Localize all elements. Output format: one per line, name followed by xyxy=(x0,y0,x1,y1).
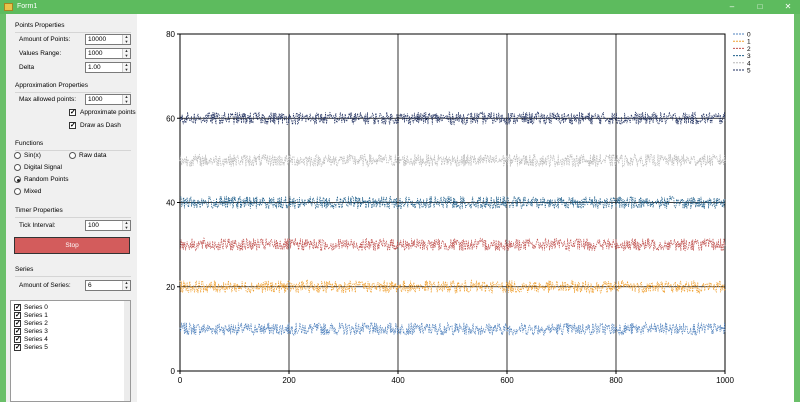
spinner[interactable]: ▲ ▼ xyxy=(122,34,130,44)
tick-interval-label: Tick Interval: xyxy=(19,222,56,229)
radio-mixed[interactable] xyxy=(14,188,21,195)
list-scrollbar[interactable] xyxy=(124,301,130,401)
radio-sin-label: Sin(x) xyxy=(24,152,41,159)
series-label: Series 5 xyxy=(24,344,48,351)
series-label: Series 4 xyxy=(24,336,48,343)
series-0-line xyxy=(179,321,726,337)
divider xyxy=(15,217,131,218)
y-tick-label: 80 xyxy=(166,30,175,39)
y-tick-label: 60 xyxy=(166,114,175,123)
series-checkbox[interactable]: ✓ xyxy=(14,336,21,343)
series-label: Series 1 xyxy=(24,312,48,319)
series-label: Series 0 xyxy=(24,304,48,311)
spinner[interactable]: ▲ ▼ xyxy=(122,220,130,230)
y-tick-label: 20 xyxy=(166,283,175,292)
amount-points-label: Amount of Points: xyxy=(19,36,71,43)
x-tick-label: 0 xyxy=(178,376,183,385)
functions-title: Functions xyxy=(15,140,44,147)
series-checkbox[interactable]: ✓ xyxy=(14,344,21,351)
series-checkbox[interactable]: ✓ xyxy=(14,304,21,311)
radio-digital-signal[interactable] xyxy=(14,164,21,171)
x-tick-label: 600 xyxy=(500,376,514,385)
y-tick-label: 40 xyxy=(166,199,175,208)
series-label: Series 3 xyxy=(24,328,48,335)
x-tick-label: 200 xyxy=(282,376,296,385)
series-label: Series 2 xyxy=(24,320,48,327)
legend-label: 0 xyxy=(747,32,751,39)
delta-value: 1.00 xyxy=(88,64,101,71)
x-tick-label: 400 xyxy=(391,376,405,385)
spinner[interactable]: ▲ ▼ xyxy=(122,94,130,104)
x-tick-label: 800 xyxy=(609,376,623,385)
tick-interval-value: 100 xyxy=(88,222,99,229)
radio-digital-signal-label: Digital Signal xyxy=(24,164,62,171)
series-checkbox[interactable]: ✓ xyxy=(14,320,21,327)
series-2-line xyxy=(179,236,726,252)
values-range-label: Values Range: xyxy=(19,50,62,57)
points-properties-title: Points Properties xyxy=(15,22,65,29)
legend-label: 3 xyxy=(747,53,751,60)
close-button[interactable]: ✕ xyxy=(784,2,792,11)
max-points-input[interactable]: 1000 ▲ ▼ xyxy=(85,94,131,105)
timer-title: Timer Properties xyxy=(15,207,63,214)
series-4-line xyxy=(179,153,726,168)
approximate-label: Approximate points xyxy=(80,109,136,116)
amount-series-value: 6 xyxy=(88,282,92,289)
spinner[interactable]: ▲ ▼ xyxy=(122,62,130,72)
series-checklist[interactable]: ✓ Series 0 ✓ Series 1 ✓ Series 2 ✓ Serie… xyxy=(10,300,131,402)
legend-label: 2 xyxy=(747,46,751,53)
stop-button[interactable]: Stop xyxy=(14,237,130,254)
radio-random-points[interactable] xyxy=(14,176,21,183)
draw-dash-label: Draw as Dash xyxy=(80,122,121,129)
amount-series-input[interactable]: 6 ▲ ▼ xyxy=(85,280,131,291)
spinner[interactable]: ▲ ▼ xyxy=(122,48,130,58)
divider xyxy=(15,92,131,93)
amount-points-value: 10000 xyxy=(88,36,107,43)
chart-panel: 0 200 400 600 800 1000 0 20 40 60 80 0 1 2 3 4 5 xyxy=(137,14,794,402)
approximate-checkbox[interactable]: ✓ xyxy=(69,109,76,116)
legend-label: 1 xyxy=(747,39,751,46)
delta-label: Delta xyxy=(19,64,35,71)
minimize-button[interactable]: – xyxy=(729,2,735,11)
radio-raw-data[interactable] xyxy=(69,152,76,159)
maximize-button[interactable]: □ xyxy=(757,2,763,11)
radio-random-points-label: Random Points xyxy=(24,176,69,183)
app-icon xyxy=(4,3,13,11)
amount-points-input[interactable]: 10000 ▲ ▼ xyxy=(85,34,131,45)
y-tick-label: 0 xyxy=(171,367,176,376)
series-title: Series xyxy=(15,266,34,273)
divider xyxy=(15,32,131,33)
series-1-line xyxy=(179,279,726,295)
spinner[interactable]: ▲ ▼ xyxy=(122,280,130,290)
values-range-value: 1000 xyxy=(88,50,103,57)
legend-label: 5 xyxy=(747,68,751,75)
values-range-input[interactable]: 1000 ▲ ▼ xyxy=(85,48,131,59)
max-points-label: Max allowed points: xyxy=(19,96,77,103)
series-checkbox[interactable]: ✓ xyxy=(14,328,21,335)
x-tick-label: 1000 xyxy=(716,376,734,385)
series-checkbox[interactable]: ✓ xyxy=(14,312,21,319)
approximation-title: Approximation Properties xyxy=(15,82,88,89)
radio-sin[interactable] xyxy=(14,152,21,159)
settings-panel: Points Properties Amount of Points: 1000… xyxy=(6,14,137,402)
divider xyxy=(15,150,131,151)
draw-dash-checkbox[interactable]: ✓ xyxy=(69,122,76,129)
amount-series-label: Amount of Series: xyxy=(19,282,71,289)
delta-input[interactable]: 1.00 ▲ ▼ xyxy=(85,62,131,73)
radio-raw-data-label: Raw data xyxy=(79,152,107,159)
series-5-line xyxy=(179,110,726,126)
radio-mixed-label: Mixed xyxy=(24,188,42,195)
title-bar: Form1 – □ ✕ xyxy=(0,0,800,14)
legend-label: 4 xyxy=(747,60,751,67)
window-title: Form1 xyxy=(17,3,38,10)
series-3-line xyxy=(179,195,726,210)
tick-interval-input[interactable]: 100 ▲ ▼ xyxy=(85,220,131,231)
max-points-value: 1000 xyxy=(88,96,103,103)
divider xyxy=(15,276,131,277)
